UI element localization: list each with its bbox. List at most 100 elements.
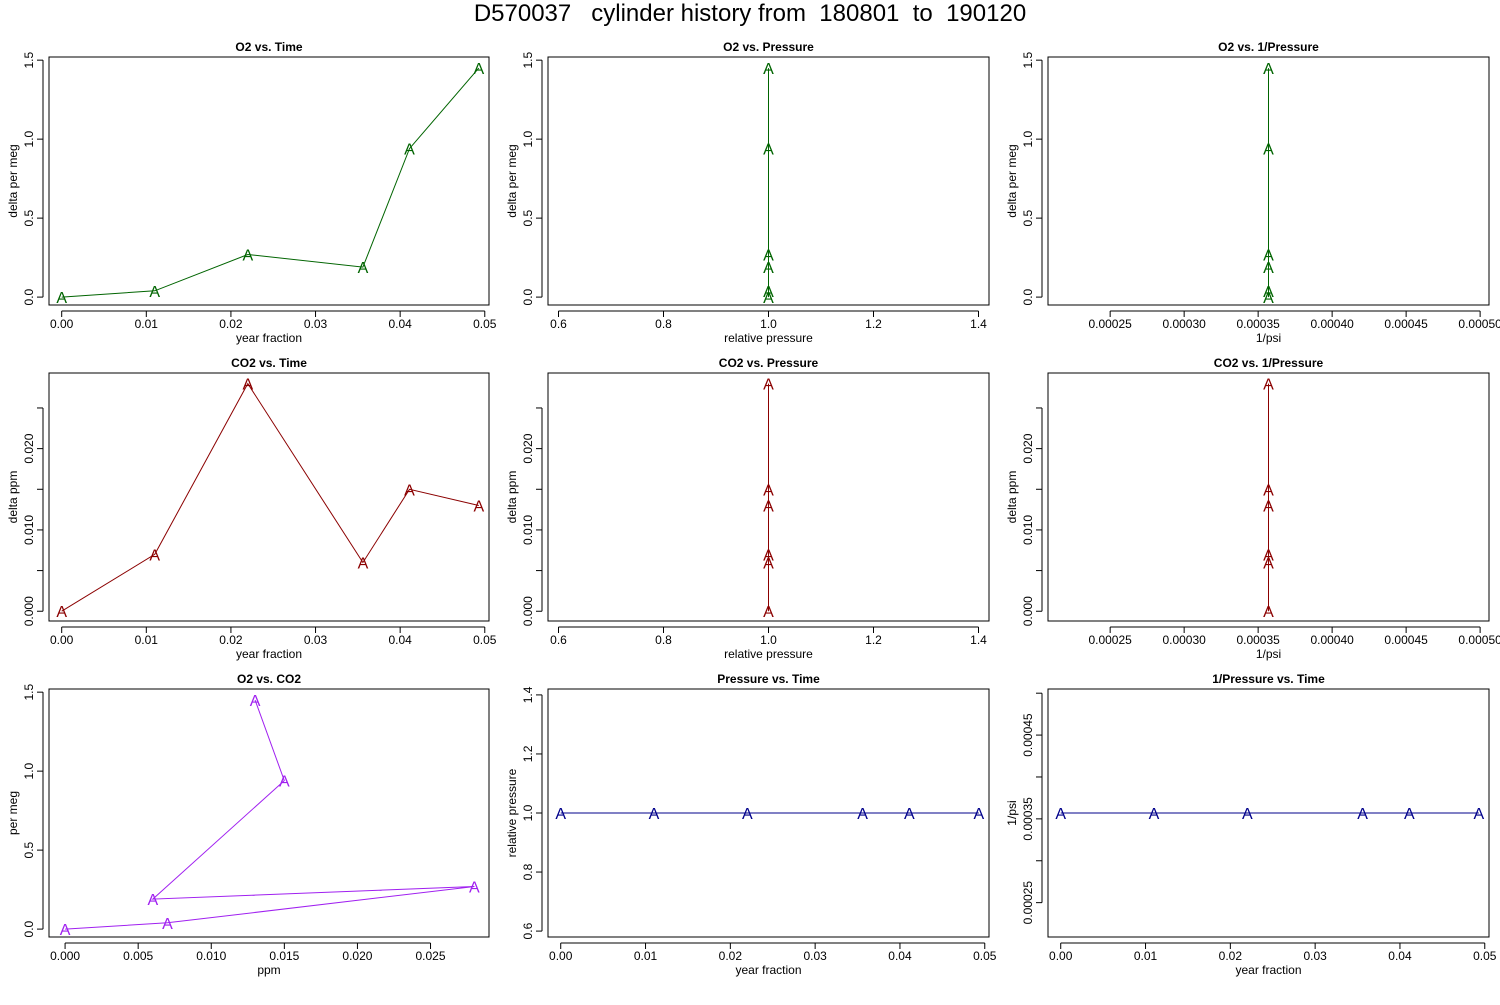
- chart6-point-marker: A: [1263, 555, 1274, 572]
- chart8-point-marker: A: [742, 806, 753, 823]
- chart1-plot-frame: [48, 56, 490, 306]
- chart7-point-marker: A: [279, 774, 290, 791]
- chart3-point-marker: A: [1263, 61, 1274, 78]
- chart7-y-tick-label: 1.5: [22, 683, 36, 700]
- chart2-point-marker: A: [763, 247, 774, 264]
- chart8-point-marker: A: [649, 806, 660, 823]
- chart4-point-marker: A: [149, 547, 160, 564]
- chart2-title: O2 vs. Pressure: [723, 40, 814, 54]
- chart3-x-label: 1/psi: [1256, 331, 1281, 345]
- chart1-panel: O2 vs. Time 0.00 0.01 0.02 0.03 0.04 0.05 year …: [6, 40, 497, 345]
- chart5-point-marker: A: [763, 555, 774, 572]
- chart7-x-tick-label: 0.015: [269, 949, 299, 963]
- chart1-point-marker: A: [149, 284, 160, 301]
- chart3-x-tick-label: 0.00030: [1162, 317, 1206, 331]
- chart6-x-tick-label: 0.00045: [1384, 633, 1428, 647]
- chart8-panel: Pressure vs. Time 0.00 0.01 0.02 0.03 0.04 0.0…: [505, 672, 997, 977]
- chart6-x-tick-label: 0.00035: [1236, 633, 1280, 647]
- chart6-y-tick-label: 0.020: [1021, 433, 1035, 463]
- chart3-x-tick-label: 0.00045: [1384, 317, 1428, 331]
- chart1-x-tick-label: 0.03: [304, 317, 328, 331]
- chart1-x-label: year fraction: [236, 331, 302, 345]
- chart6-x-tick-label: 0.00040: [1310, 633, 1354, 647]
- chart3-point-marker: A: [1263, 142, 1274, 159]
- chart1-y-tick-label: 1.0: [22, 130, 36, 147]
- chart3-point-marker: A: [1263, 247, 1274, 264]
- chart3-x-tick-label: 0.00025: [1088, 317, 1132, 331]
- chart2-y-tick-label: 1.5: [521, 51, 535, 68]
- chart9-x-tick-label: 0.01: [1134, 949, 1158, 963]
- chart3-x-tick-label: 0.00040: [1310, 317, 1354, 331]
- chart7-x-tick-label: 0.005: [123, 949, 153, 963]
- chart9-y-tick-label: 0.00025: [1021, 881, 1035, 925]
- chart8-y-tick-label: 1.2: [521, 745, 535, 762]
- chart1-title: O2 vs. Time: [235, 40, 302, 54]
- chart7-y-tick-label: 0.0: [22, 920, 36, 937]
- chart8-x-tick-label: 0.04: [888, 949, 912, 963]
- chart7-x-tick-label: 0.000: [50, 949, 80, 963]
- chart5-point-marker: A: [763, 499, 774, 516]
- chart8-x-tick-label: 0.05: [973, 949, 997, 963]
- chart6-panel: CO2 vs. 1/Pressure 0.00025 0.00030 0.00035 0…: [1005, 356, 1500, 661]
- chart4-x-label: year fraction: [236, 647, 302, 661]
- chart7-point-marker: A: [162, 916, 173, 933]
- chart8-x-tick-label: 0.01: [634, 949, 658, 963]
- chart9-title: 1/Pressure vs. Time: [1212, 672, 1325, 686]
- chart8-x-tick-label: 0.00: [549, 949, 573, 963]
- chart2-point-marker: A: [763, 260, 774, 277]
- chart1-point-marker: A: [56, 290, 67, 307]
- chart5-point-marker: A: [763, 547, 774, 564]
- chart9-y-tick-label: 0.00035: [1021, 797, 1035, 841]
- chart2-panel: O2 vs. Pressure 0.6 0.8 1.0 1.2 1.4 relative p…: [505, 40, 990, 345]
- chart6-y-tick-label: 0.000: [1021, 596, 1035, 626]
- chart1-x-tick-label: 0.00: [50, 317, 74, 331]
- chart4-x-tick-label: 0.00: [50, 633, 74, 647]
- chart5-panel: CO2 vs. Pressure 0.6 0.8 1.0 1.2 1.4 relative …: [505, 356, 990, 661]
- chart3-y-tick-label: 0.0: [1021, 288, 1035, 305]
- chart3-x-tick-label: 0.00050: [1458, 317, 1500, 331]
- chart1-point-marker: A: [474, 61, 485, 78]
- chart4-point-marker: A: [474, 499, 485, 516]
- chart2-point-marker: A: [763, 284, 774, 301]
- chart3-y-tick-label: 0.5: [1021, 209, 1035, 226]
- chart4-plot-frame: [48, 372, 490, 622]
- chart3-point-marker: A: [1263, 284, 1274, 301]
- chart1-x-tick-label: 0.02: [219, 317, 243, 331]
- chart2-point-marker: A: [763, 61, 774, 78]
- chart8-y-label: relative pressure: [505, 768, 519, 857]
- chart6-x-tick-label: 0.00030: [1162, 633, 1206, 647]
- chart6-y-label: delta ppm: [1005, 471, 1019, 524]
- chart4-point-marker: A: [358, 555, 369, 572]
- chart2-y-tick-label: 0.5: [521, 209, 535, 226]
- chart8-x-label: year fraction: [735, 963, 801, 977]
- chart2-y-tick-label: 0.0: [521, 288, 535, 305]
- chart6-point-marker: A: [1263, 482, 1274, 499]
- chart6-y-tick-label: 0.010: [1021, 515, 1035, 545]
- chart8-y-tick-label: 1.4: [521, 686, 535, 703]
- chart9-point-marker: A: [1404, 806, 1415, 823]
- chart8-y-tick-label: 1.0: [521, 804, 535, 821]
- chart3-y-label: delta per meg: [1005, 144, 1019, 217]
- chart4-x-tick-label: 0.05: [473, 633, 497, 647]
- chart2-y-tick-label: 1.0: [521, 130, 535, 147]
- chart4-point-marker: A: [56, 604, 67, 621]
- chart4-title: CO2 vs. Time: [231, 356, 307, 370]
- chart2-x-tick-label: 0.6: [550, 317, 567, 331]
- chart5-y-tick-label: 0.020: [521, 433, 535, 463]
- chart6-point-marker: A: [1263, 499, 1274, 516]
- chart7-plot-frame: [48, 688, 490, 938]
- chart4-y-tick-label: 0.020: [22, 433, 36, 463]
- chart7-x-label: ppm: [257, 963, 280, 977]
- chart6-point-marker: A: [1263, 547, 1274, 564]
- chart3-point-marker: A: [1263, 260, 1274, 277]
- chart9-x-label: year fraction: [1235, 963, 1301, 977]
- chart2-plot-frame: [547, 56, 990, 306]
- chart9-point-marker: A: [1055, 806, 1066, 823]
- chart9-panel: 1/Pressure vs. Time 0.00 0.01 0.02 0.03 0.04 0…: [1005, 672, 1497, 977]
- chart4-x-tick-label: 0.03: [304, 633, 328, 647]
- chart4-point-marker: A: [404, 482, 415, 499]
- chart6-point-marker: A: [1263, 377, 1274, 394]
- chart8-point-marker: A: [857, 806, 868, 823]
- chart5-point-marker: A: [763, 377, 774, 394]
